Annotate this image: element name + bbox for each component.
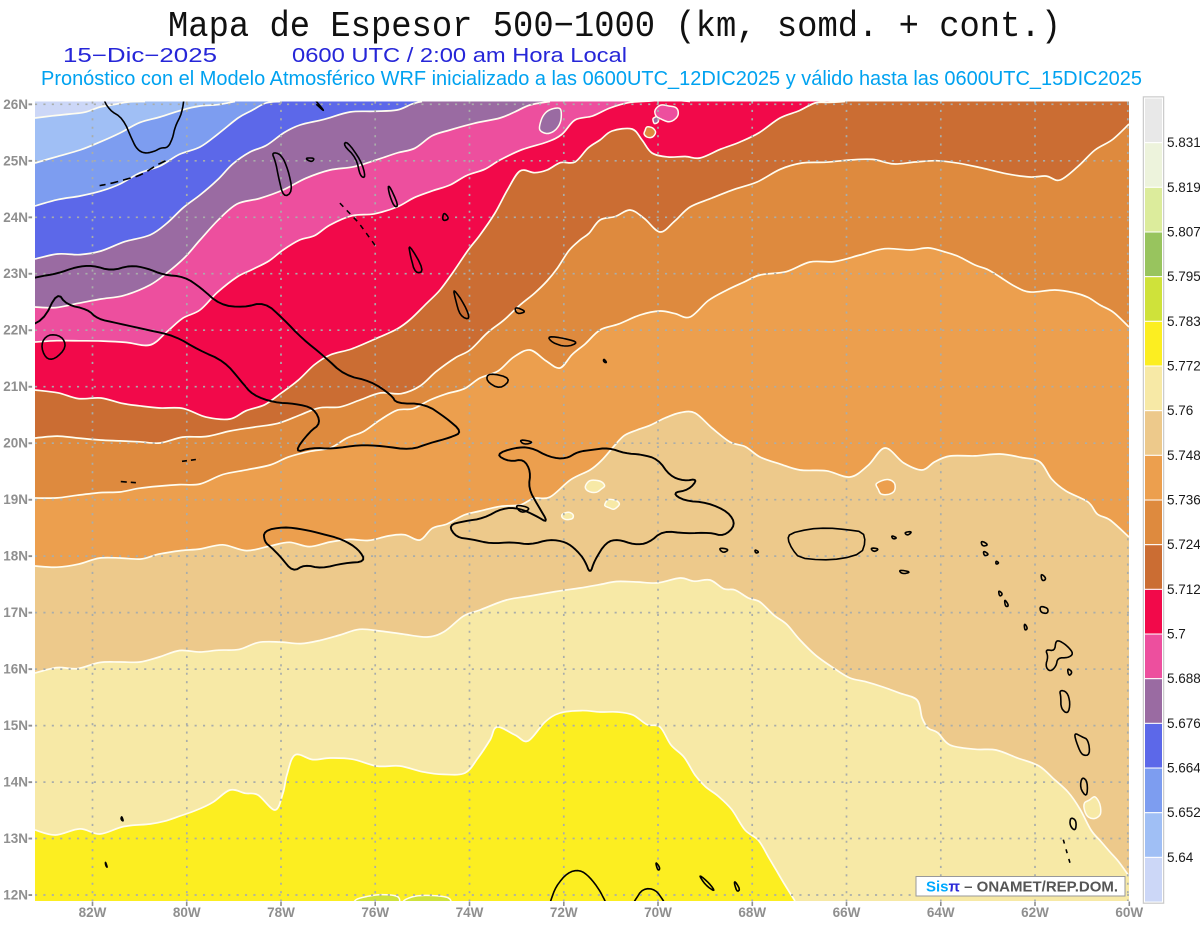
svg-text:5.783: 5.783	[1167, 314, 1200, 329]
svg-text:21N: 21N	[3, 379, 28, 394]
svg-text:0600 UTC / 2:00 am Hora Local: 0600 UTC / 2:00 am Hora Local	[292, 45, 627, 67]
svg-text:5.807: 5.807	[1167, 225, 1200, 240]
svg-text:13N: 13N	[3, 831, 28, 846]
svg-text:Mapa de Espesor 500−1000 (km,: Mapa de Espesor 500−1000 (km, somd. + co…	[168, 6, 1061, 47]
svg-text:74W: 74W	[456, 905, 484, 920]
svg-text:5.76: 5.76	[1167, 403, 1193, 418]
svg-text:5.736: 5.736	[1167, 493, 1200, 508]
svg-text:5.688: 5.688	[1167, 671, 1200, 686]
svg-text:5.664: 5.664	[1167, 761, 1200, 776]
svg-text:78W: 78W	[267, 905, 295, 920]
svg-text:76W: 76W	[361, 905, 389, 920]
svg-text:20N: 20N	[3, 436, 28, 451]
svg-text:64W: 64W	[927, 905, 955, 920]
svg-text:80W: 80W	[173, 905, 201, 920]
svg-text:15−Dic−2025: 15−Dic−2025	[63, 45, 217, 67]
svg-text:5.819: 5.819	[1167, 180, 1200, 195]
svg-text:66W: 66W	[833, 905, 861, 920]
svg-text:15N: 15N	[3, 718, 28, 733]
svg-text:23N: 23N	[3, 266, 28, 281]
svg-text:16N: 16N	[3, 662, 28, 677]
svg-text:5.831: 5.831	[1167, 135, 1200, 150]
svg-text:62W: 62W	[1021, 905, 1049, 920]
svg-text:82W: 82W	[79, 905, 107, 920]
svg-text:18N: 18N	[3, 549, 28, 564]
svg-text:70W: 70W	[644, 905, 672, 920]
svg-text:5.64: 5.64	[1167, 850, 1194, 865]
svg-text:5.676: 5.676	[1167, 716, 1200, 731]
svg-text:26N: 26N	[3, 97, 28, 112]
svg-text:Sisπ – ONAMET/REP.DOM.: Sisπ – ONAMET/REP.DOM.	[926, 879, 1118, 896]
svg-text:5.7: 5.7	[1167, 627, 1186, 642]
svg-text:72W: 72W	[550, 905, 578, 920]
svg-text:Pronóstico con el Modelo Atmos: Pronóstico con el Modelo Atmosférico WRF…	[41, 68, 1142, 90]
svg-text:12N: 12N	[3, 888, 28, 903]
svg-text:68W: 68W	[738, 905, 766, 920]
svg-text:5.748: 5.748	[1167, 448, 1200, 463]
svg-text:17N: 17N	[3, 605, 28, 620]
svg-text:14N: 14N	[3, 775, 28, 790]
svg-text:5.795: 5.795	[1167, 269, 1200, 284]
svg-text:5.712: 5.712	[1167, 582, 1200, 597]
svg-text:22N: 22N	[3, 323, 28, 338]
svg-text:60W: 60W	[1115, 905, 1143, 920]
svg-text:5.652: 5.652	[1167, 805, 1200, 820]
svg-text:19N: 19N	[3, 492, 28, 507]
svg-text:5.724: 5.724	[1167, 537, 1200, 552]
svg-text:25N: 25N	[3, 153, 28, 168]
svg-text:5.772: 5.772	[1167, 359, 1200, 374]
svg-text:24N: 24N	[3, 210, 28, 225]
